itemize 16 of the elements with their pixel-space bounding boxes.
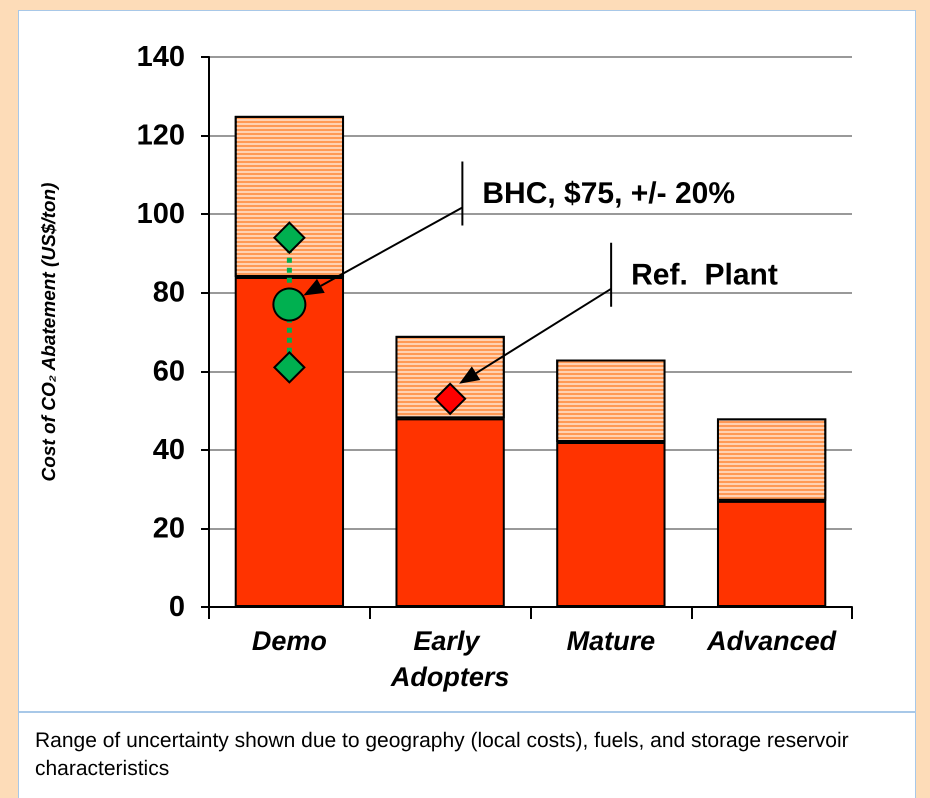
- text: Range of uncertainty shown due to geography (local costs), fuels, and storage reservoir characteristics: [35, 728, 850, 782]
- y-tick-label: 60: [152, 355, 185, 388]
- y-tick-label: 140: [136, 41, 185, 73]
- x-tick-label: Mature: [566, 626, 656, 656]
- x-tick-label: Advanced: [706, 626, 837, 656]
- y-tick-label: 40: [152, 434, 185, 466]
- annotation: BHC, $75, +/- 20%: [482, 177, 735, 210]
- y-tick-label: 0: [168, 591, 185, 623]
- y-tick-label: 120: [136, 120, 185, 152]
- x-tick-label: Demo: [252, 626, 327, 656]
- annotation: Ref. Plant: [631, 258, 778, 292]
- y-tick-label: 80: [152, 276, 185, 309]
- y-tick-label: 20: [152, 512, 185, 544]
- y-tick-label: 100: [136, 198, 185, 230]
- y-axis-title: Cost of CO₂ Abatement (US$/ton): [39, 182, 60, 482]
- x-tick-label: Early Adopters: [390, 626, 510, 692]
